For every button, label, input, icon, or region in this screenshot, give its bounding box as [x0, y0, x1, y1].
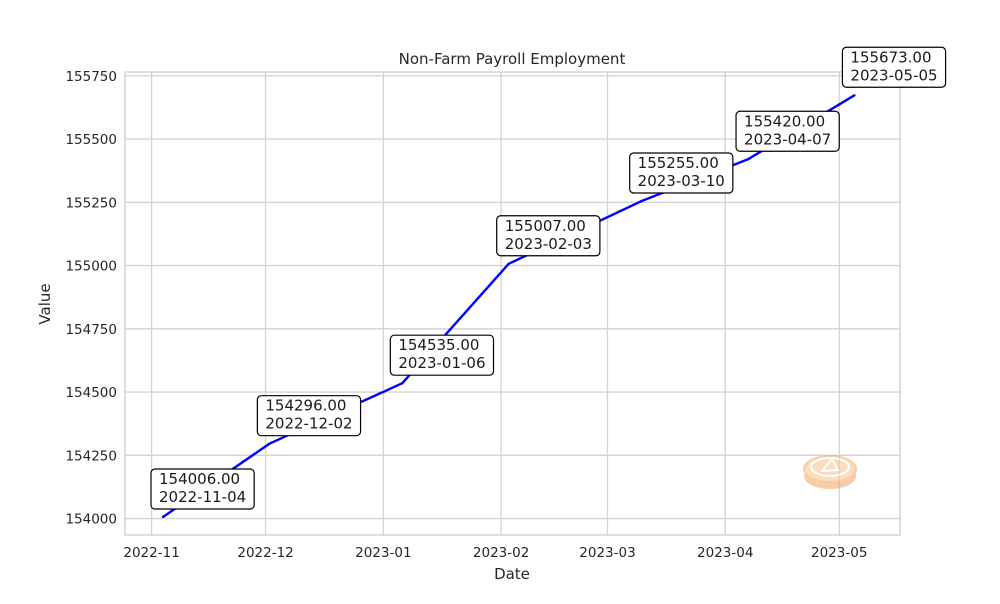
data-label-date: 2023-02-03 — [505, 235, 592, 253]
y-tick-label: 155000 — [65, 259, 117, 275]
annotation-layer: 154006.002022-11-04154296.002022-12-0215… — [150, 46, 947, 510]
y-tick-label: 155500 — [65, 132, 117, 148]
data-label-date: 2023-04-07 — [744, 130, 831, 148]
data-label-date: 2022-12-02 — [265, 415, 352, 433]
data-label-value: 154296.00 — [265, 397, 346, 415]
data-label-box — [841, 46, 947, 88]
data-point — [640, 199, 643, 203]
y-axis-ticks: 154000 154250 154500 154750 155000 155250 1555… — [65, 69, 117, 528]
y-tick-label: 154500 — [65, 385, 117, 401]
x-tick-label: 2023-04 — [697, 545, 753, 561]
data-point — [161, 515, 165, 519]
data-label-value: 154006.00 — [159, 470, 240, 488]
x-tick-label: 2023-05 — [811, 545, 867, 561]
x-tick-label: 2022-12 — [237, 545, 293, 561]
x-tick-label: 2023-01 — [355, 545, 411, 561]
y-tick-label: 154000 — [65, 512, 117, 528]
data-point — [268, 442, 271, 445]
series-layer — [161, 94, 856, 519]
data-label-value: 155007.00 — [505, 217, 586, 235]
data-label-value: 154535.00 — [398, 336, 479, 354]
data-label-date: 2022-11-04 — [159, 488, 246, 506]
data-label-value: 155255.00 — [638, 154, 719, 172]
chart-title: Non-Farm Payroll Employment — [399, 50, 626, 68]
x-gridlines — [150, 72, 840, 535]
data-label-box — [496, 215, 601, 257]
data-label-box — [150, 468, 255, 510]
x-tick-label: 2023-03 — [579, 545, 635, 561]
data-label-box — [735, 110, 840, 152]
data-label-box — [629, 152, 734, 194]
data-label-box — [256, 395, 362, 437]
y-tick-label: 155250 — [65, 195, 117, 211]
data-point — [401, 381, 404, 385]
plot-frame — [124, 71, 901, 536]
data-label-value: 155673.00 — [850, 48, 931, 66]
x-tick-label: 2023-02 — [473, 545, 529, 561]
y-tick-label: 154250 — [65, 448, 117, 464]
data-point — [507, 262, 510, 265]
x-axis-ticks: 2022-11 2022-12 2023-01 2023-02 2023-03 2023-… — [123, 545, 867, 561]
data-label-date: 2023-05-05 — [850, 66, 937, 84]
y-tick-label: 154750 — [65, 322, 117, 338]
x-axis-label: Date — [494, 565, 530, 583]
data-label-date: 2023-01-06 — [398, 354, 485, 372]
data-label-date: 2023-03-10 — [638, 172, 725, 190]
data-point — [853, 94, 856, 97]
y-axis-label: Value — [36, 283, 54, 324]
coin-logo-icon — [803, 455, 857, 489]
y-tick-label: 155750 — [65, 69, 117, 85]
data-label-value: 155420.00 — [744, 112, 825, 130]
x-tick-label: 2022-11 — [123, 545, 179, 561]
data-label-box — [389, 334, 495, 376]
data-point — [746, 158, 750, 161]
